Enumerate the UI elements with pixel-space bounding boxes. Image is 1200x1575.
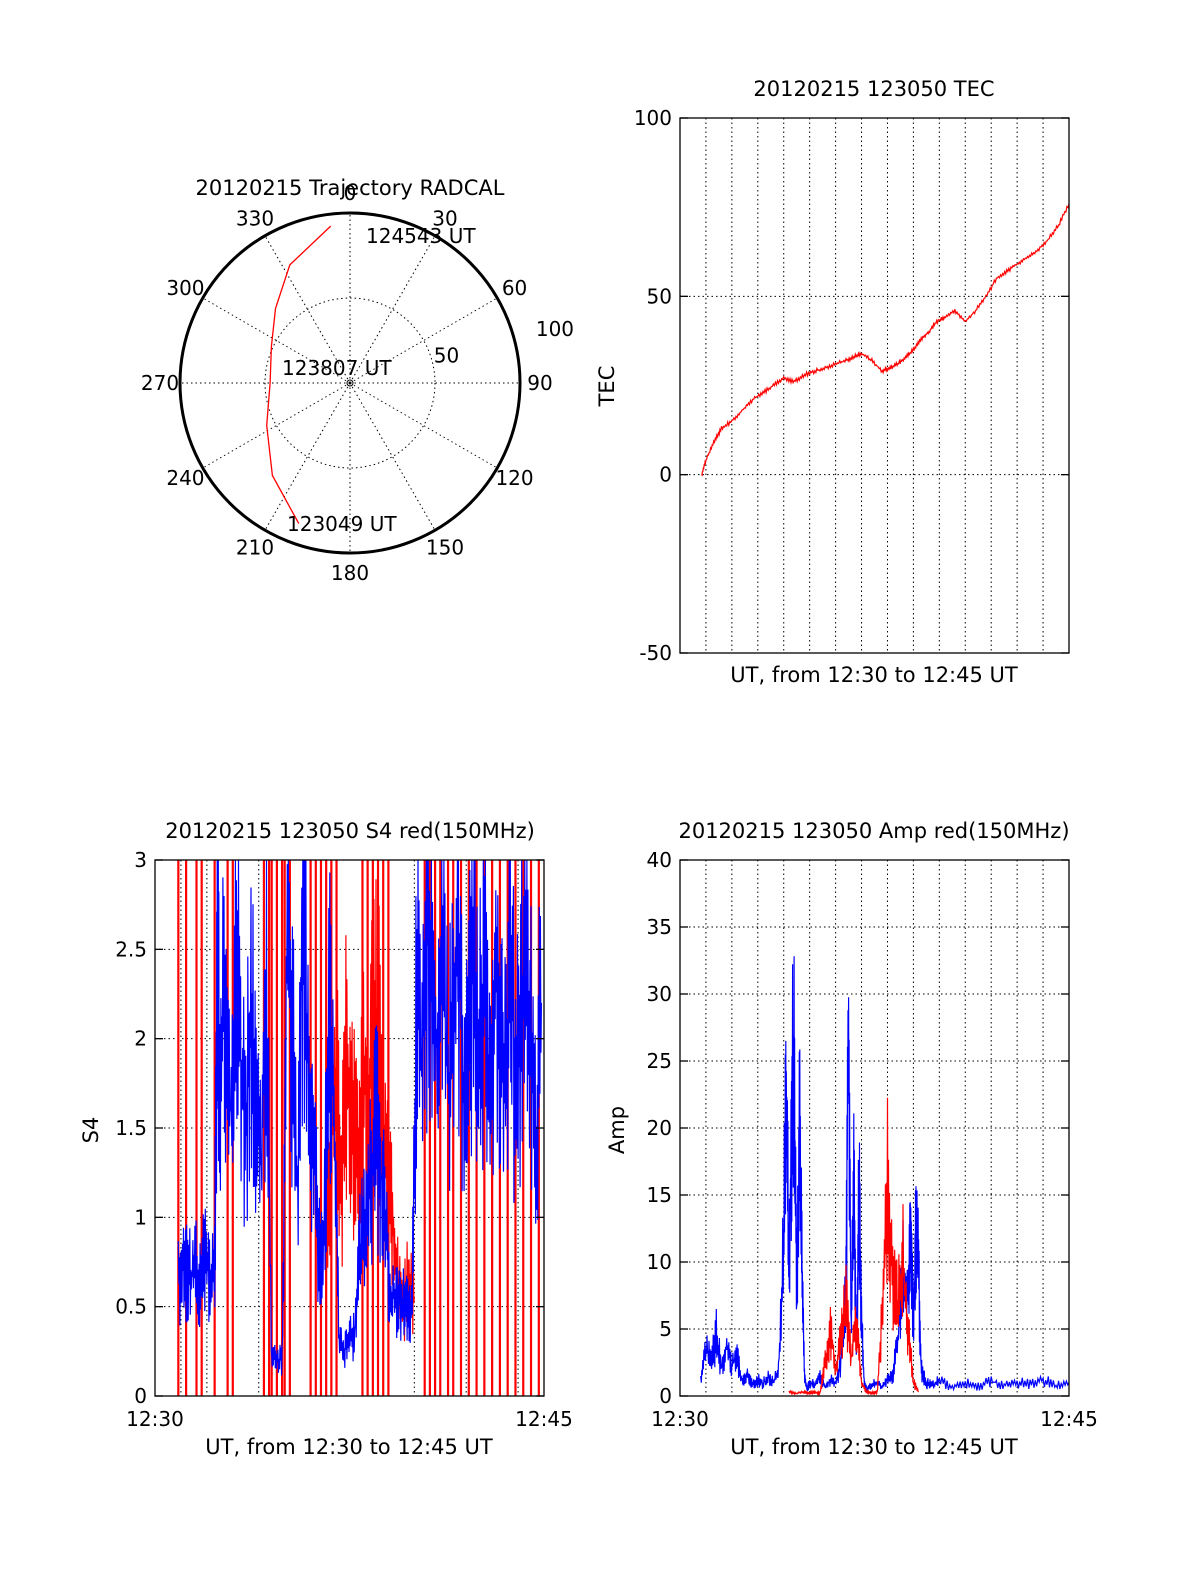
s4-x-ticks: 12:30 12:45	[126, 1407, 573, 1431]
x-tick-label: 12:30	[651, 1407, 709, 1431]
polar-center	[346, 379, 354, 387]
y-tick-label: 3	[134, 848, 147, 872]
y-tick-label: 0	[134, 1384, 147, 1408]
y-tick-label: 35	[647, 915, 672, 939]
trajectory-title: 20120215 Trajectory RADCAL	[196, 176, 505, 200]
s4-x-axis-label: UT, from 12:30 to 12:45 UT	[205, 1435, 493, 1459]
azimuth-label-210: 210	[236, 536, 274, 560]
amp-title: 20120215 123050 Amp red(150MHz)	[678, 819, 1069, 843]
tec-y-axis-label: TEC	[595, 366, 619, 408]
azimuth-label-270: 270	[141, 371, 179, 395]
y-tick-label: 50	[647, 284, 672, 308]
polar-spoke-30	[349, 235, 436, 384]
y-tick-label: 10	[647, 1250, 672, 1274]
y-tick-label: 0	[659, 463, 672, 487]
trajectory-panel: 20120215 Trajectory RADCAL 0 30 60 90 120 150…	[141, 176, 574, 585]
s4-panel: 20120215 123050 S4 red(150MHz) 3 2.5 2 1.5 1…	[79, 819, 573, 1459]
azimuth-label-330: 330	[236, 206, 274, 230]
y-tick-label: 1	[134, 1205, 147, 1229]
x-tick-label: 12:45	[515, 1407, 573, 1431]
s4-y-ticks: 3 2.5 2 1.5 1 0.5 0	[115, 848, 544, 1408]
series-line	[788, 1097, 920, 1397]
series-line	[177, 859, 542, 1376]
polar-spoke-120	[349, 382, 498, 469]
tec-grid	[680, 118, 1069, 653]
tec-y-ticks: 100 50 0 -50	[634, 106, 1069, 665]
tec-title: 20120215 123050 TEC	[753, 77, 994, 101]
amp-panel: 20120215 123050 Amp red(150MHz) 40 35 30 25…	[605, 819, 1098, 1459]
tec-x-axis-label: UT, from 12:30 to 12:45 UT	[730, 663, 1018, 687]
polar-outer-ring	[178, 211, 522, 555]
x-tick-label: 12:30	[126, 1407, 184, 1431]
polar-spoke-330	[264, 235, 351, 384]
tec-plot-frame	[679, 117, 1070, 654]
azimuth-label-120: 120	[495, 466, 533, 490]
radial-label-50: 50	[434, 343, 459, 367]
y-tick-label: 40	[647, 848, 672, 872]
azimuth-label-150: 150	[426, 536, 464, 560]
y-tick-label: 0	[659, 1384, 672, 1408]
azimuth-label-180: 180	[331, 561, 369, 585]
tec-series	[701, 203, 1070, 477]
y-tick-label: 25	[647, 1049, 672, 1073]
trajectory-track	[266, 225, 332, 524]
polar-ring-50	[264, 297, 436, 469]
s4-title: 20120215 123050 S4 red(150MHz)	[165, 819, 535, 843]
azimuth-label-60: 60	[502, 276, 527, 300]
y-tick-label: 0.5	[115, 1295, 147, 1319]
trajectory-end-label: 124543 UT	[366, 224, 476, 248]
series-line	[701, 203, 1070, 477]
amp-x-ticks: 12:30 12:45	[651, 1407, 1098, 1431]
y-tick-label: 100	[634, 106, 672, 130]
polar-grid	[180, 213, 520, 553]
y-tick-label: 15	[647, 1183, 672, 1207]
y-tick-label: 5	[659, 1317, 672, 1341]
tec-panel: 20120215 123050 TEC 100 50 0 -50 UT, from 1…	[595, 77, 1070, 687]
radial-label-100: 100	[536, 317, 574, 341]
amp-series	[700, 956, 1070, 1397]
series-line	[700, 956, 1070, 1392]
amp-x-axis-label: UT, from 12:30 to 12:45 UT	[730, 1435, 1018, 1459]
y-tick-label: 20	[647, 1116, 672, 1140]
polar-spoke-300	[202, 297, 351, 384]
y-tick-label: 30	[647, 982, 672, 1006]
y-tick-label: -50	[639, 641, 672, 665]
s4-y-axis-label: S4	[79, 1117, 103, 1144]
polar-spoke-210	[264, 382, 351, 531]
s4-series	[177, 859, 542, 1396]
azimuth-label-30: 30	[432, 206, 457, 230]
polar-spoke-240	[202, 382, 351, 469]
trajectory-mid-label: 123807 UT	[282, 356, 392, 380]
amp-y-ticks: 40 35 30 25 20 15 10 5 0	[647, 848, 1069, 1408]
azimuth-label-300: 300	[166, 276, 204, 300]
trajectory-start-label: 123049 UT	[287, 512, 397, 536]
polar-labels: 0 30 60 90 120 150 180 210 240 270 300 330 50 100	[141, 181, 574, 585]
x-tick-label: 12:45	[1040, 1407, 1098, 1431]
y-tick-label: 1.5	[115, 1116, 147, 1140]
amp-grid	[680, 860, 1069, 1396]
y-tick-label: 2	[134, 1027, 147, 1051]
polar-spoke-150	[349, 382, 436, 531]
azimuth-label-240: 240	[166, 466, 204, 490]
amp-y-axis-label: Amp	[605, 1106, 629, 1154]
azimuth-label-0: 0	[344, 181, 357, 205]
polar-spoke-60	[349, 297, 498, 384]
y-tick-label: 2.5	[115, 937, 147, 961]
azimuth-label-90: 90	[527, 371, 552, 395]
